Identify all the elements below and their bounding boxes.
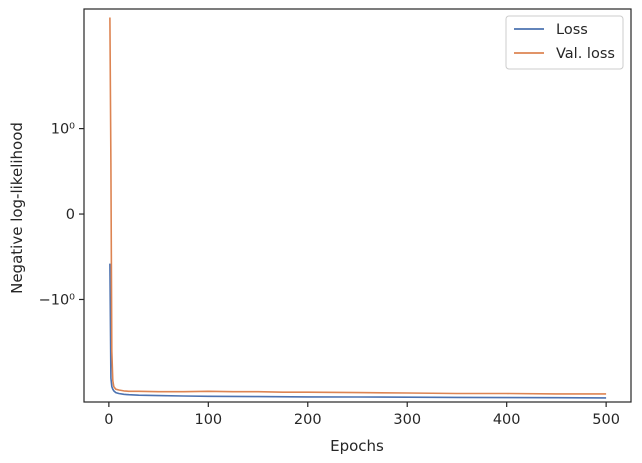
- series-layer: [109, 17, 607, 399]
- x-tick-label: 0: [104, 412, 113, 428]
- legend: Loss Val. loss: [505, 15, 624, 70]
- plot-area: [83, 8, 632, 403]
- legend-label-val-loss: Val. loss: [556, 46, 615, 62]
- x-tick-label: 100: [194, 412, 222, 428]
- y-axis-label: Negative log-likelihood: [8, 122, 26, 294]
- y-axis-ticks: 10⁰ 0 −10⁰: [39, 122, 84, 308]
- x-tick-label: 500: [592, 412, 620, 428]
- series-line-val-loss: [109, 17, 607, 395]
- y-tick-label: 10⁰: [51, 122, 75, 138]
- x-tick-label: 200: [294, 412, 322, 428]
- y-tick-label: −10⁰: [39, 292, 76, 308]
- x-tick-label: 300: [393, 412, 421, 428]
- legend-label-loss: Loss: [556, 22, 588, 38]
- x-tick-label: 400: [493, 412, 521, 428]
- series-line-loss: [109, 263, 607, 399]
- y-tick-label: 0: [66, 207, 75, 223]
- x-axis-ticks: 0 100 200 300 400 500: [104, 402, 620, 428]
- x-axis-label: Epochs: [330, 437, 384, 455]
